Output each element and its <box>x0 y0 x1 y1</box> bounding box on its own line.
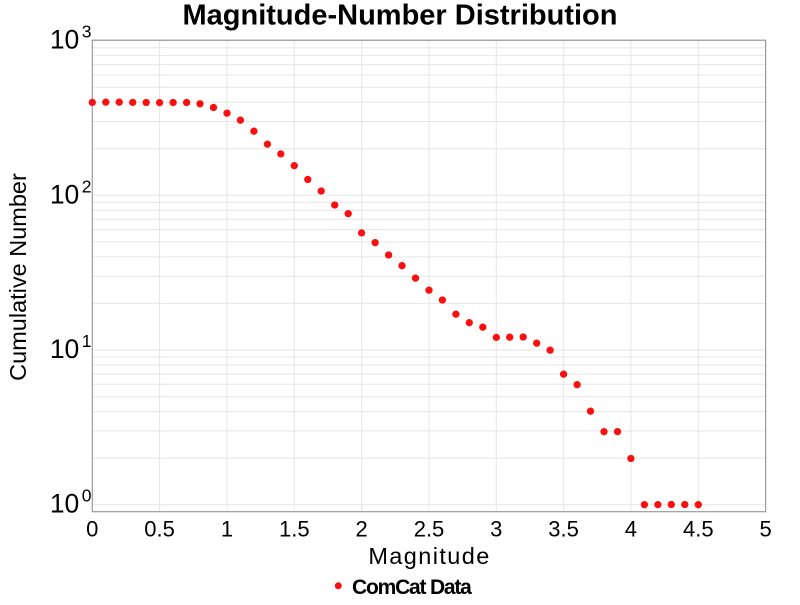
svg-text:4: 4 <box>625 517 637 542</box>
svg-text:2: 2 <box>82 176 92 196</box>
svg-text:Magnitude: Magnitude <box>368 543 490 569</box>
svg-text:Cumulative Number: Cumulative Number <box>5 173 31 381</box>
svg-text:10: 10 <box>50 334 79 364</box>
svg-text:Magnitude-Number Distribution: Magnitude-Number Distribution <box>183 0 618 32</box>
svg-text:0: 0 <box>82 486 92 506</box>
svg-text:1: 1 <box>82 331 92 351</box>
svg-text:3: 3 <box>490 517 502 542</box>
svg-text:10: 10 <box>50 179 79 209</box>
svg-text:10: 10 <box>50 489 79 519</box>
svg-text:0.5: 0.5 <box>144 517 175 542</box>
svg-text:4.5: 4.5 <box>683 517 714 542</box>
svg-text:3.5: 3.5 <box>548 517 579 542</box>
svg-text:1: 1 <box>221 517 233 542</box>
svg-text:ComCat Data: ComCat Data <box>352 576 472 599</box>
svg-text:1.5: 1.5 <box>279 517 310 542</box>
svg-text:3: 3 <box>82 22 92 42</box>
svg-text:10: 10 <box>50 25 79 55</box>
svg-text:2: 2 <box>355 517 367 542</box>
svg-text:2.5: 2.5 <box>414 517 445 542</box>
svg-text:5: 5 <box>759 517 771 542</box>
svg-text:0: 0 <box>86 517 98 542</box>
